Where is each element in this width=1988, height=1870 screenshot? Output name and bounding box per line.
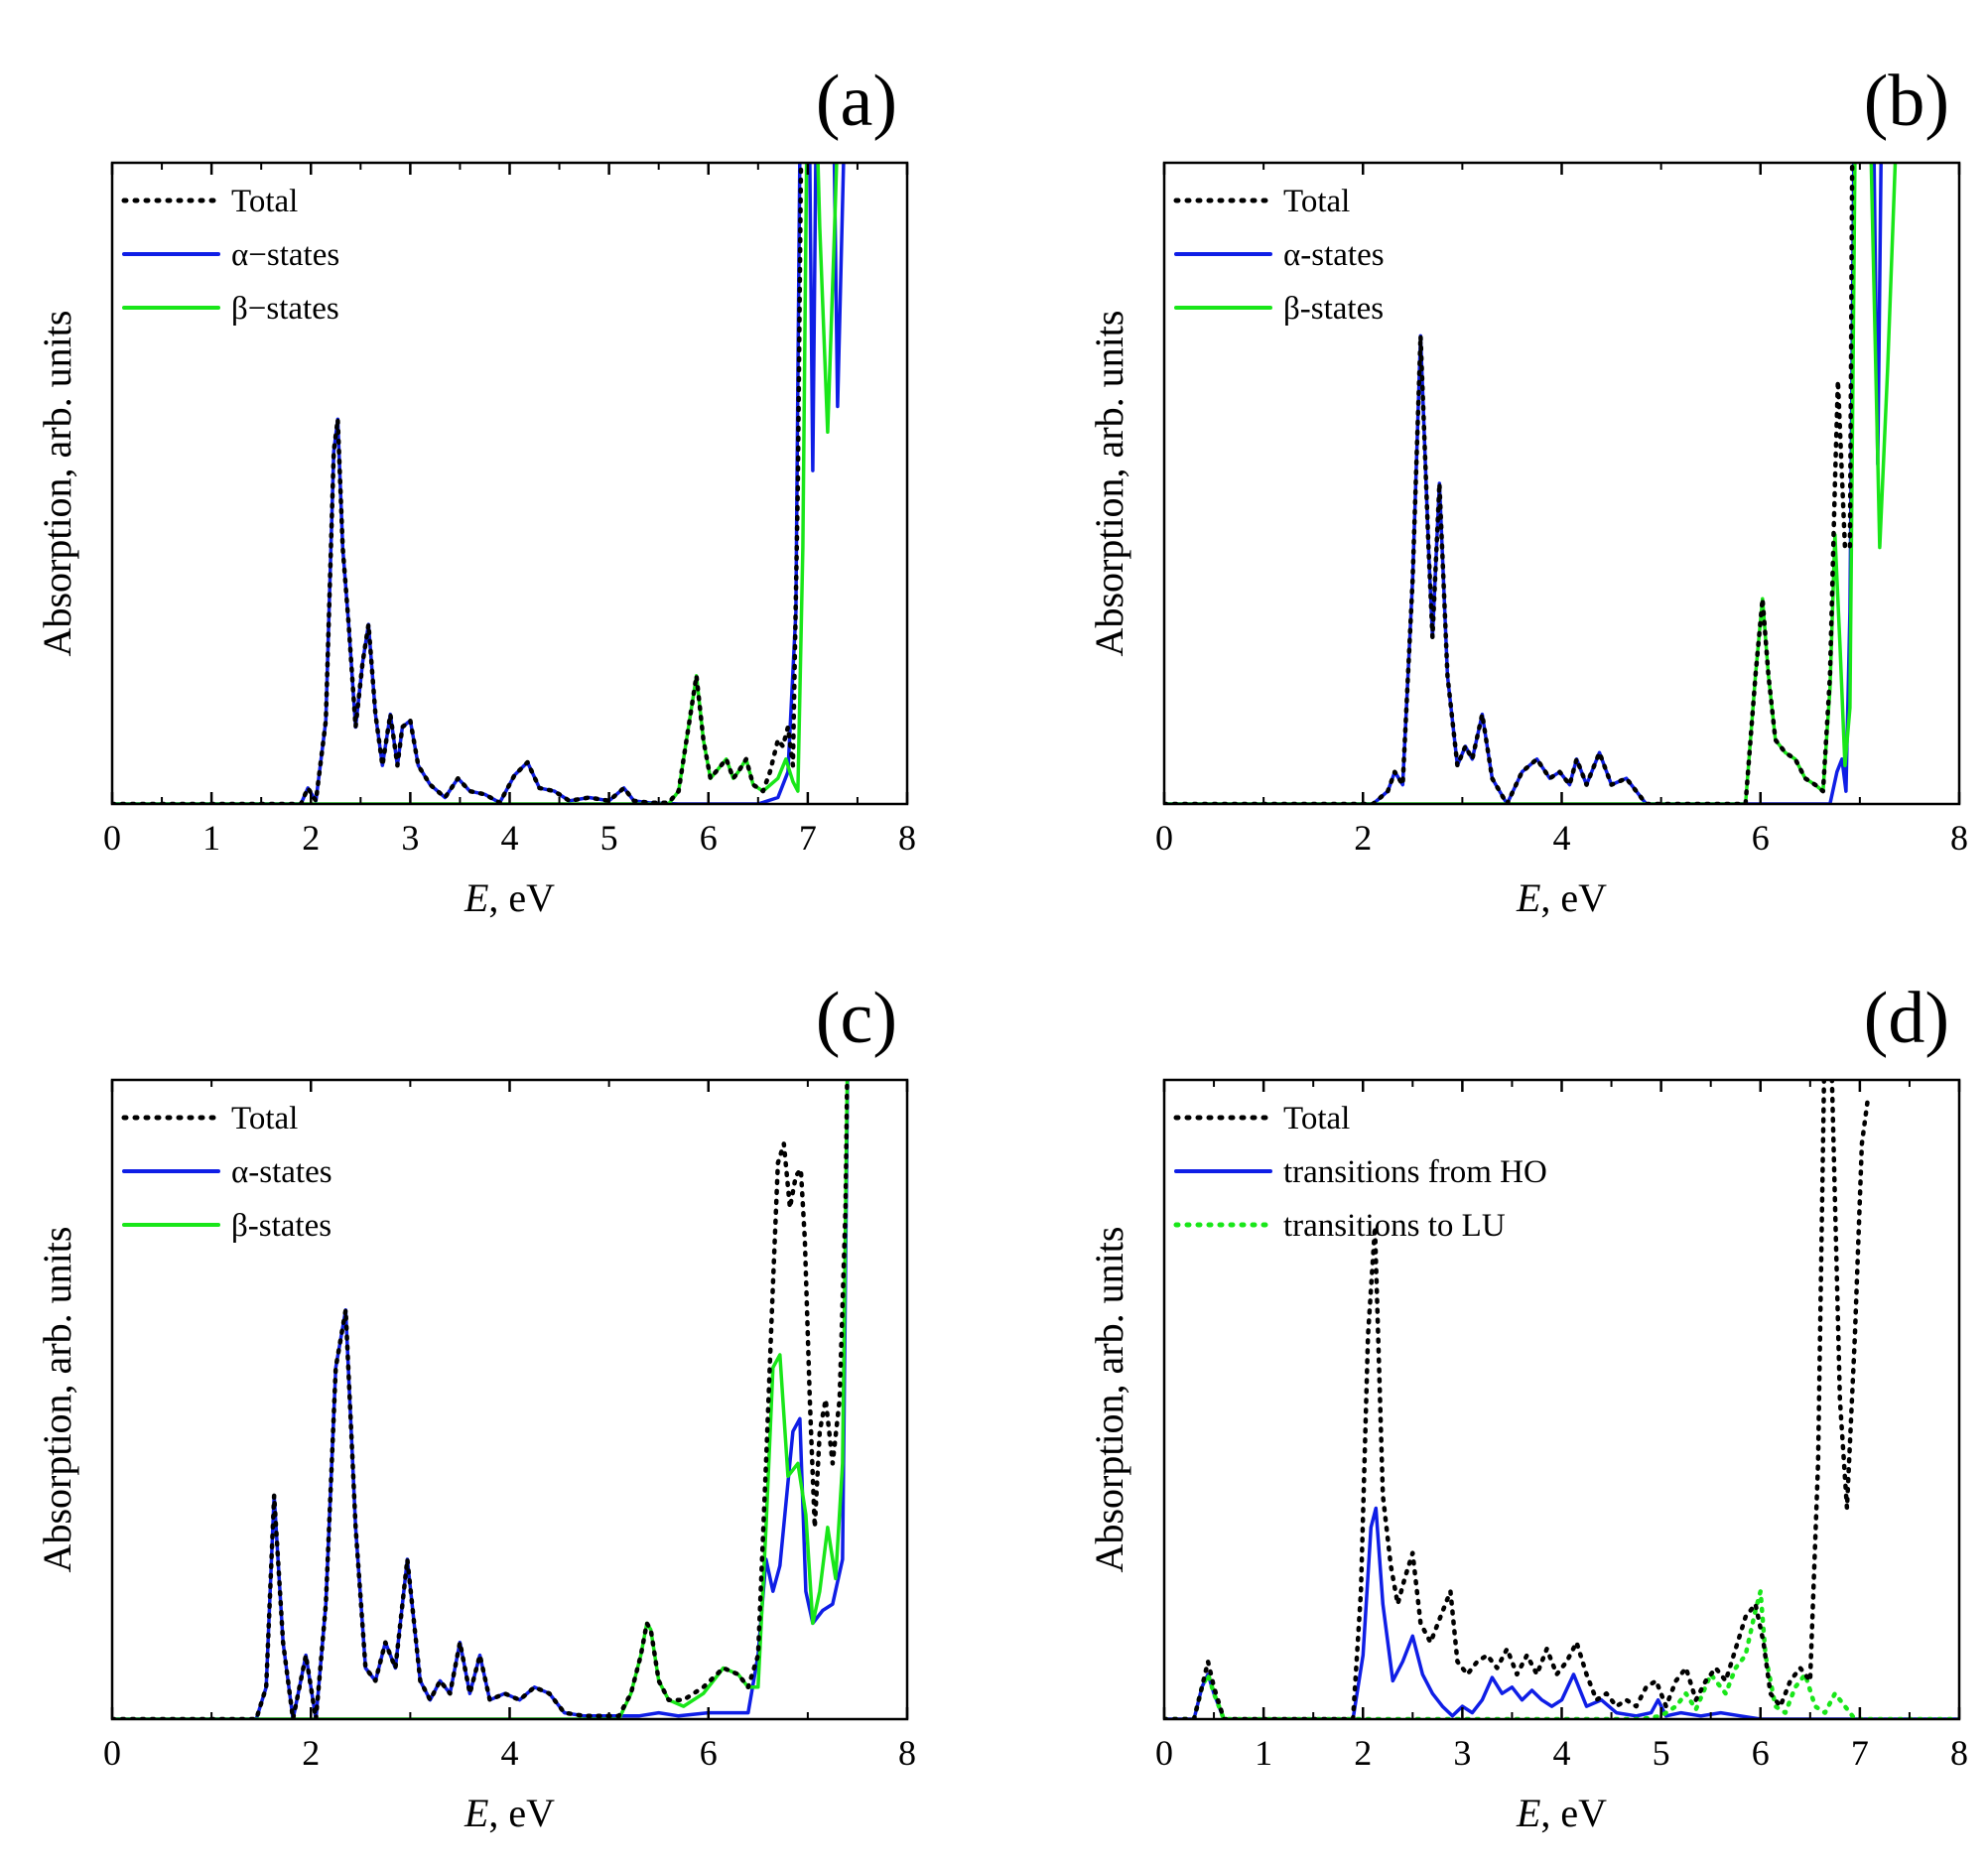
series-line-transitions-from-ho — [1164, 1506, 1959, 1719]
series-line--states — [112, 1080, 850, 1719]
x-axis-title-symbol: E — [464, 875, 488, 920]
panel-label: (b) — [1864, 61, 1949, 142]
series-line--states — [112, 1080, 850, 1719]
series-line--states — [112, 163, 846, 804]
x-tick-label: 8 — [898, 818, 916, 858]
x-tick-label: 2 — [1354, 818, 1372, 858]
x-axis-title-symbol: E — [464, 1791, 488, 1835]
legend-label: transitions to LU — [1283, 1208, 1506, 1244]
x-tick-label: 0 — [1155, 818, 1173, 858]
x-tick-label: 8 — [898, 1733, 916, 1773]
y-axis-title: Absorption, arb. units — [35, 311, 79, 657]
x-tick-label: 1 — [1255, 1733, 1272, 1773]
x-axis-title: E, eV — [1516, 1791, 1607, 1835]
x-tick-label: 0 — [1155, 1733, 1173, 1773]
x-tick-label: 4 — [1553, 1733, 1571, 1773]
series-line--states — [1164, 163, 1898, 804]
x-axis-title: E, eV — [464, 875, 555, 920]
x-tick-label: 6 — [1752, 1733, 1770, 1773]
x-axis-title-unit: , eV — [488, 1791, 555, 1835]
panel-label: (d) — [1864, 978, 1949, 1059]
x-axis-title-unit: , eV — [488, 875, 555, 920]
x-tick-label: 0 — [103, 1733, 121, 1773]
x-tick-label: 4 — [1553, 818, 1571, 858]
legend-label: α-states — [1283, 237, 1385, 273]
x-axis-title-symbol: E — [1516, 875, 1540, 920]
panel-label: (a) — [816, 61, 897, 142]
series-group — [1164, 163, 1898, 804]
x-axis-title: E, eV — [1516, 875, 1607, 920]
x-tick-label: 8 — [1950, 1733, 1968, 1773]
x-tick-label: 5 — [1653, 1733, 1670, 1773]
series-line--states — [112, 163, 839, 804]
legend-label: α−states — [231, 237, 339, 273]
legend-label: transitions from HO — [1283, 1154, 1547, 1190]
series-line-total — [1164, 1080, 1871, 1719]
x-tick-label: 1 — [202, 818, 220, 858]
chart-panel-a: (a) 0 1 2 3 4 5 6 7 8 E, eV Absorption, arb. units T… — [35, 61, 916, 920]
chart-panel-c: (c) 0 2 4 6 8 E, eV Absorption, arb. units Total… — [35, 978, 916, 1835]
x-tick-label: 4 — [501, 818, 519, 858]
x-tick-label: 3 — [1453, 1733, 1471, 1773]
y-axis-title: Absorption, arb. units — [1087, 311, 1131, 657]
panel-label: (c) — [816, 978, 897, 1059]
x-tick-label: 6 — [700, 818, 718, 858]
x-tick-label: 8 — [1950, 818, 1968, 858]
x-tick-label: 4 — [501, 1733, 519, 1773]
series-line-transitions-to-lu — [1164, 1588, 1959, 1719]
x-tick-label: 5 — [600, 818, 618, 858]
x-tick-label: 3 — [401, 818, 419, 858]
x-tick-label: 7 — [799, 818, 817, 858]
series-line-total — [1164, 163, 1855, 804]
series-group — [112, 1080, 850, 1719]
series-line-total — [112, 163, 804, 804]
series-group — [1164, 1080, 1959, 1719]
series-group — [112, 163, 846, 804]
legend-label: α-states — [231, 1154, 332, 1190]
legend-label: Total — [231, 184, 298, 219]
x-tick-label: 2 — [302, 818, 320, 858]
x-tick-label: 2 — [302, 1733, 320, 1773]
legend-label: β-states — [1283, 291, 1384, 327]
legend-label: Total — [1283, 184, 1350, 219]
legend-label: Total — [231, 1101, 298, 1136]
x-tick-label: 6 — [700, 1733, 718, 1773]
chart-panel-b: (b) 0 2 4 6 8 E, eV Absorption, arb. units Total… — [1087, 61, 1968, 920]
x-tick-label: 2 — [1354, 1733, 1372, 1773]
x-axis-title: E, eV — [464, 1791, 555, 1835]
legend-label: Total — [1283, 1101, 1350, 1136]
chart-panel-d: (d) 0 1 2 3 4 5 6 7 8 E, eV Absorption, arb. units T… — [1087, 978, 1968, 1835]
x-axis-title-unit: , eV — [1540, 1791, 1607, 1835]
y-axis-title: Absorption, arb. units — [1087, 1227, 1131, 1573]
x-tick-label: 7 — [1851, 1733, 1869, 1773]
series-line-total — [112, 1080, 850, 1719]
x-tick-label: 0 — [103, 818, 121, 858]
legend-label: β−states — [231, 291, 339, 327]
legend-label: β-states — [231, 1208, 331, 1244]
y-axis-title: Absorption, arb. units — [35, 1227, 79, 1573]
x-tick-label: 6 — [1752, 818, 1770, 858]
series-line--states — [1164, 163, 1883, 804]
x-axis-title-unit: , eV — [1540, 875, 1607, 920]
x-axis-title-symbol: E — [1516, 1791, 1540, 1835]
